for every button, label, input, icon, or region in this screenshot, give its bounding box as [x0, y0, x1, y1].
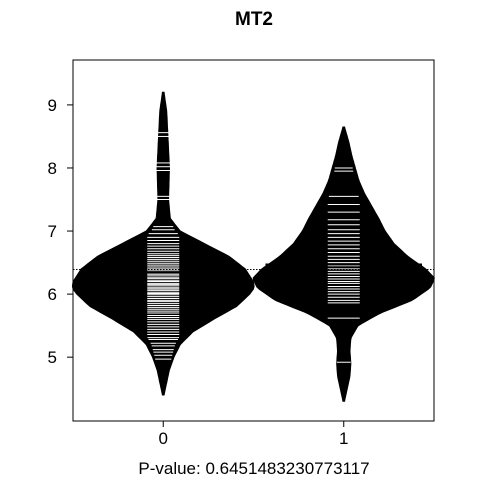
x-tick-label: 0: [159, 429, 168, 448]
y-tick-label: 6: [48, 285, 57, 304]
y-tick-label: 5: [48, 348, 57, 367]
chart-title: MT2: [235, 9, 273, 30]
x-axis-caption: P-value: 0.6451483230773117: [138, 459, 369, 478]
x-tick-label: 1: [339, 429, 348, 448]
beans-layer: [71, 91, 435, 402]
y-tick-label: 8: [48, 159, 57, 178]
lines-layer: [73, 263, 434, 274]
axes-layer: 0 1 5 6 7 8 9: [48, 96, 349, 448]
y-tick-label: 7: [48, 222, 57, 241]
y-tick-label: 9: [48, 96, 57, 115]
